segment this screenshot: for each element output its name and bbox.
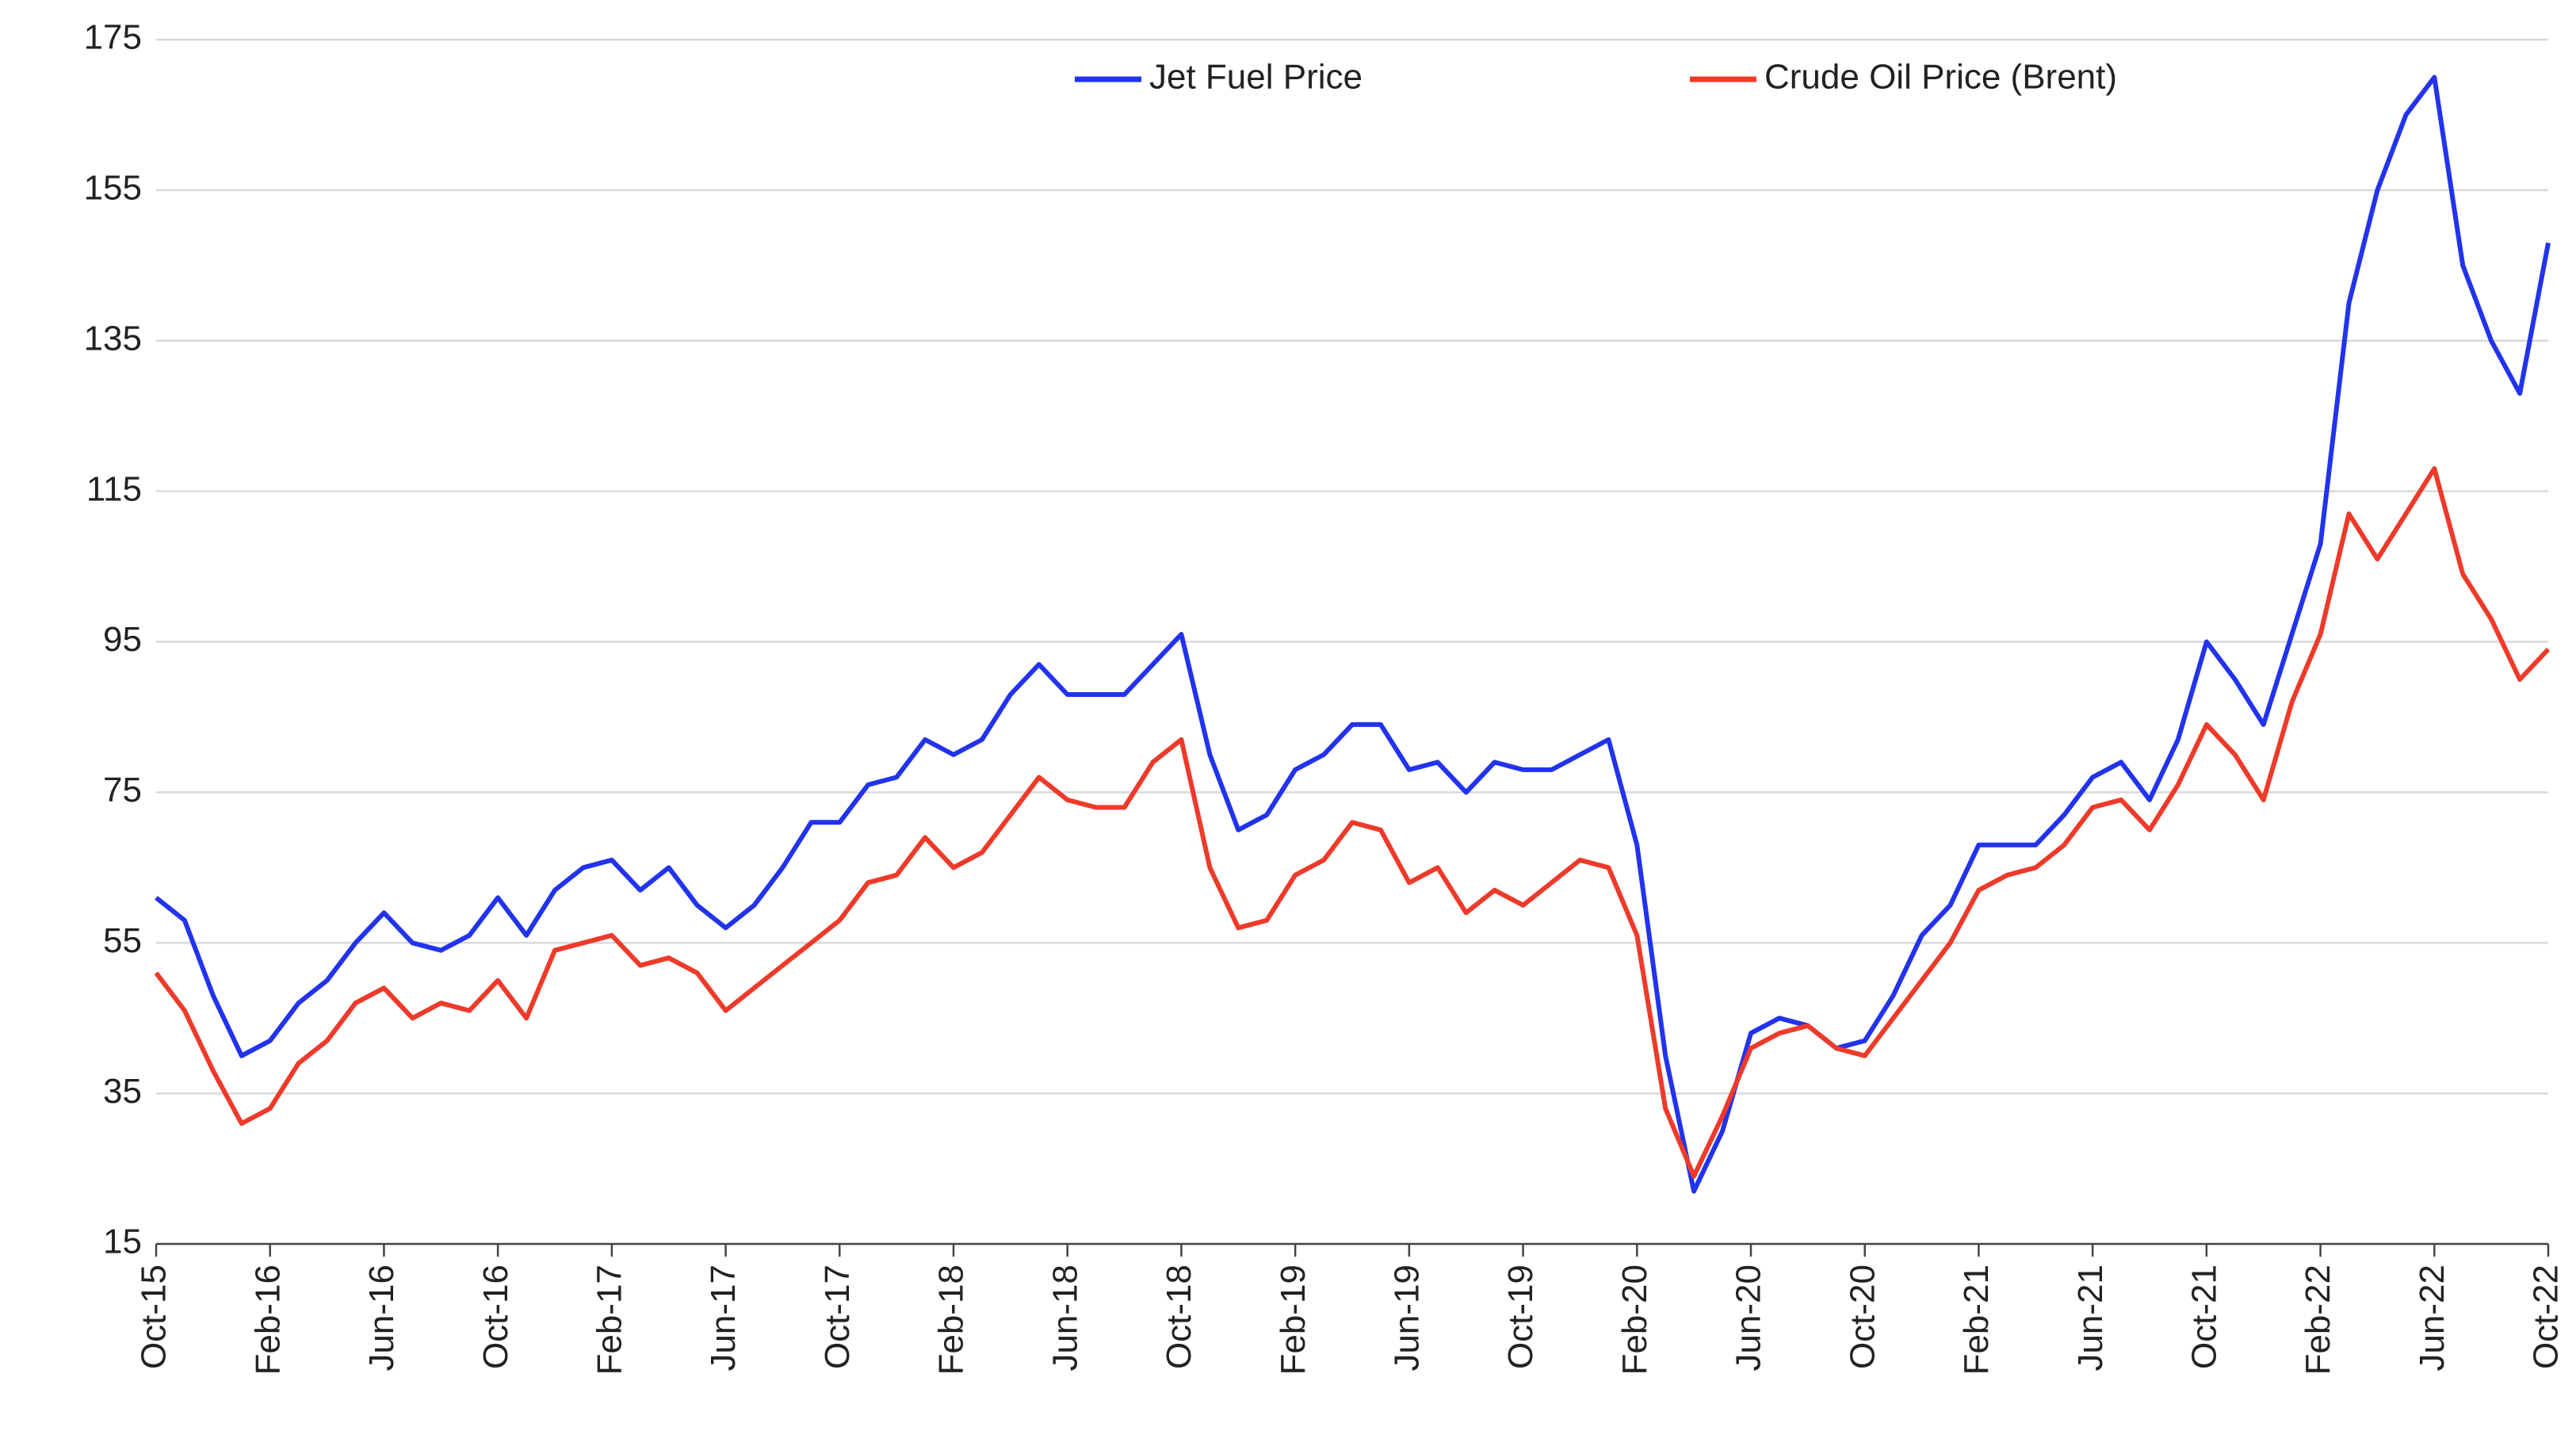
x-tick-label: Oct-22 (2527, 1265, 2566, 1369)
series-line (155, 75, 2551, 1194)
x-tick-label: Oct-20 (1843, 1265, 1882, 1369)
x-tick-label: Oct-21 (2184, 1265, 2223, 1369)
x-tick-label: Feb-18 (932, 1265, 971, 1375)
y-tick-label: 35 (103, 1072, 142, 1111)
legend-label: Crude Oil Price (Brent) (1764, 58, 2117, 97)
y-tick-label: 135 (84, 319, 142, 358)
y-tick-label: 95 (103, 620, 142, 659)
y-tick-label: 175 (84, 18, 142, 57)
x-tick-label: Jun-18 (1045, 1265, 1084, 1372)
x-tick-label: Oct-17 (818, 1265, 857, 1369)
y-tick-label: 55 (103, 921, 142, 960)
y-tick-label: 155 (84, 169, 142, 208)
x-tick-label: Oct-16 (476, 1265, 515, 1369)
legend-label: Jet Fuel Price (1149, 58, 1363, 97)
x-tick-label: Oct-18 (1160, 1265, 1198, 1369)
y-tick-label: 15 (103, 1223, 142, 1261)
x-tick-label: Jun-20 (1729, 1265, 1768, 1372)
x-tick-label: Jun-19 (1387, 1265, 1426, 1372)
x-tick-label: Feb-22 (2299, 1265, 2337, 1375)
series-line (154, 466, 2551, 1179)
x-tick-label: Jun-16 (362, 1265, 401, 1372)
x-tick-label: Jun-22 (2413, 1265, 2452, 1372)
y-tick-label: 115 (86, 469, 142, 508)
x-tick-label: Feb-17 (590, 1265, 629, 1375)
x-tick-label: Oct-19 (1501, 1265, 1540, 1369)
x-tick-label: Feb-20 (1615, 1265, 1654, 1375)
x-tick-label: Oct-15 (135, 1265, 174, 1369)
y-tick-label: 75 (103, 771, 142, 809)
x-tick-label: Feb-16 (248, 1265, 287, 1375)
x-tick-label: Jun-21 (2071, 1265, 2110, 1372)
x-tick-label: Feb-19 (1274, 1265, 1313, 1375)
x-tick-label: Feb-21 (1957, 1265, 1996, 1375)
x-tick-label: Jun-17 (704, 1265, 743, 1372)
